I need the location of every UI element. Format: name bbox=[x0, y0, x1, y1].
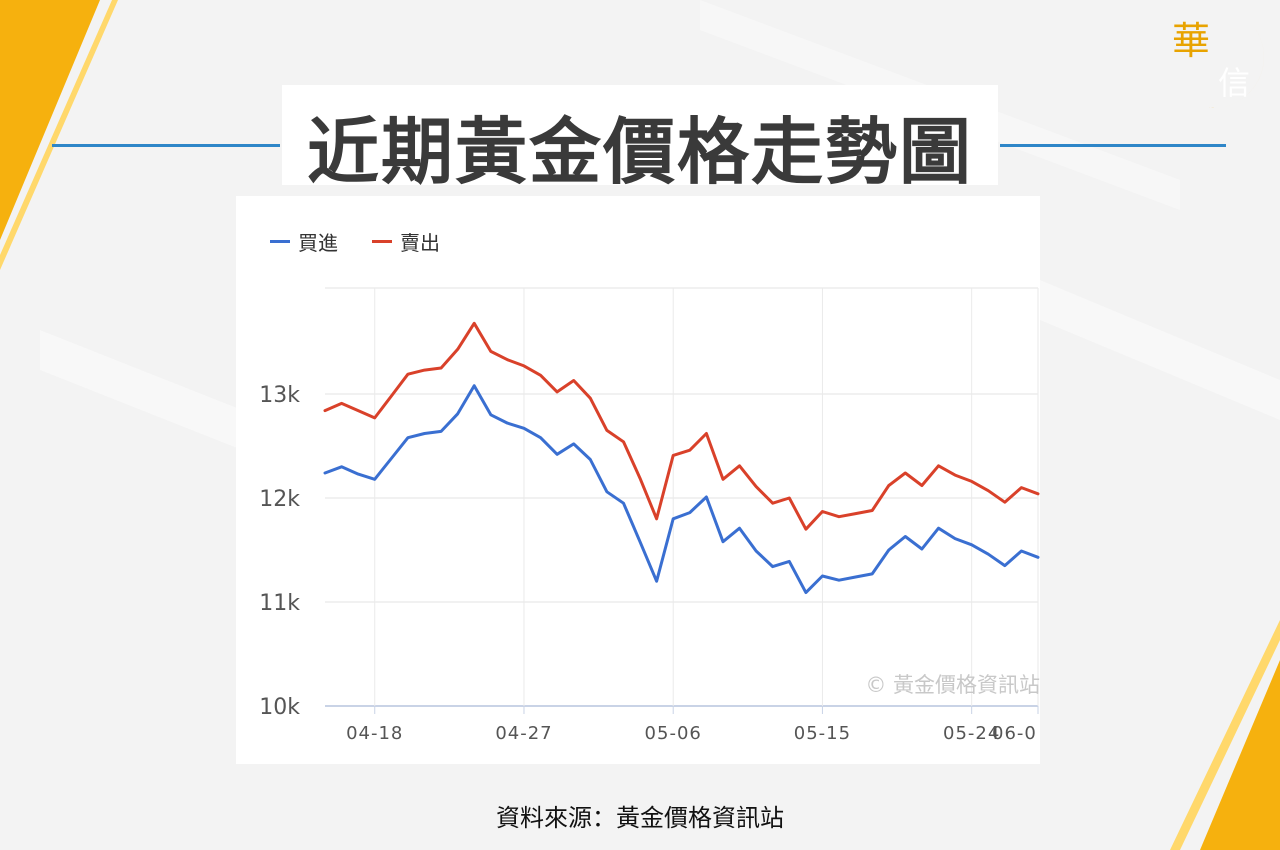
series-line-buy bbox=[323, 384, 1040, 595]
legend-swatch bbox=[372, 239, 392, 243]
tick-layer: 10k 11k 12k 13k 04-18 04-27 05-06 05-15 05-2406-… bbox=[259, 383, 1037, 744]
white-diagonal-stripe bbox=[1040, 280, 1280, 420]
legend-item-buy[interactable]: 買進 bbox=[270, 227, 338, 256]
title-box: 近期黃金價格走勢圖 bbox=[282, 85, 998, 194]
logo-char-2: 信 bbox=[1218, 64, 1250, 102]
gold-thin-stripe-bottom-right bbox=[1170, 620, 1280, 850]
grid-layer bbox=[325, 287, 1039, 714]
chart-panel bbox=[236, 196, 1040, 764]
title-accent-line-right bbox=[1000, 144, 1226, 147]
brand-logo: 華 信 bbox=[1172, 19, 1264, 108]
x-tick-label: 06-0 bbox=[992, 723, 1037, 744]
source-caption: 資料來源：黃金價格資訊站 bbox=[496, 804, 784, 832]
x-tick-label: 05-24 bbox=[943, 723, 1000, 744]
series-layer bbox=[323, 321, 1040, 595]
x-tick-label: 04-27 bbox=[495, 723, 552, 744]
series-line-sell bbox=[323, 321, 1040, 531]
legend-label: 賣出 bbox=[400, 230, 440, 255]
legend-swatch bbox=[270, 239, 290, 243]
x-tick-label: 04-18 bbox=[346, 723, 403, 744]
chart-legend: 買進 賣出 bbox=[270, 227, 474, 256]
legend-item-sell[interactable]: 賣出 bbox=[372, 227, 440, 256]
y-tick-label: 12k bbox=[259, 487, 300, 512]
gold-corner-stripe-bottom-right bbox=[1200, 660, 1280, 850]
y-tick-label: 10k bbox=[259, 695, 300, 720]
title-accent-line-left bbox=[52, 144, 280, 147]
y-tick-label: 11k bbox=[259, 591, 300, 616]
chart-watermark: © 黃金價格資訊站 bbox=[865, 673, 1040, 697]
y-tick-label: 13k bbox=[259, 383, 300, 408]
x-tick-label: 05-15 bbox=[794, 723, 851, 744]
x-tick-label: 05-06 bbox=[645, 723, 702, 744]
page-title: 近期黃金價格走勢圖 bbox=[306, 110, 973, 194]
legend-label: 買進 bbox=[298, 230, 338, 255]
gold-thin-stripe-top-left bbox=[0, 0, 118, 270]
gold-corner-stripe-top-left bbox=[0, 0, 100, 240]
title-row: 近期黃金價格走勢圖 bbox=[0, 85, 1280, 200]
logo-char-1: 華 bbox=[1172, 19, 1210, 63]
